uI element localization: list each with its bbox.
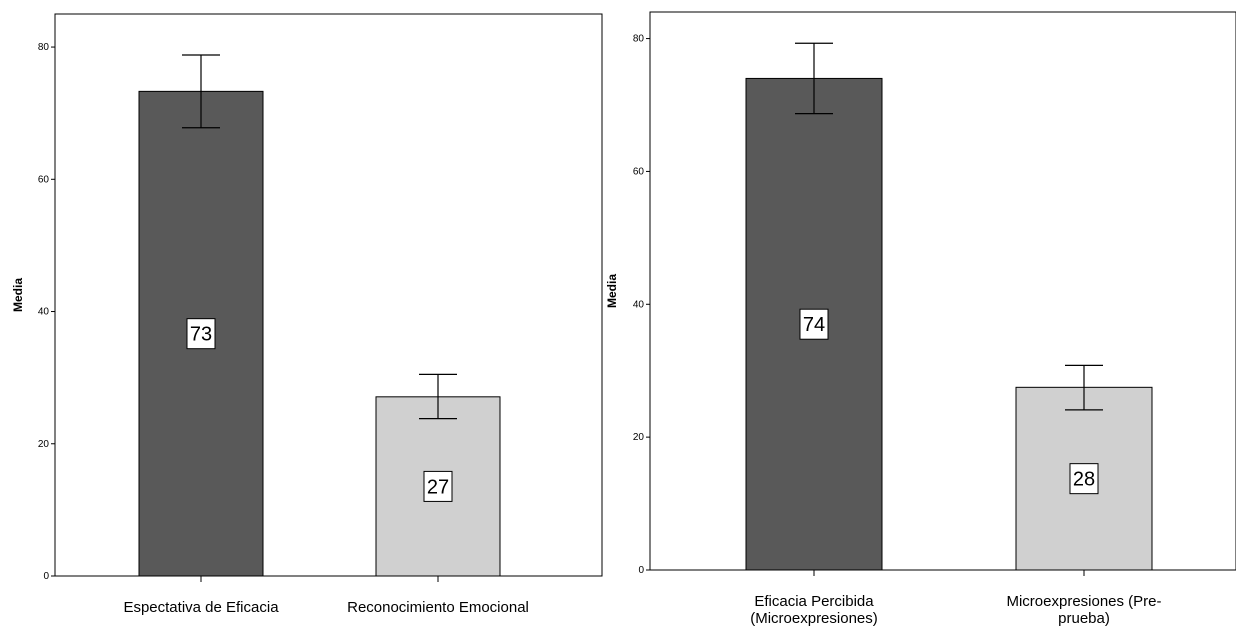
y-axis-label: Media <box>605 274 619 308</box>
plot-frame <box>649 11 1236 571</box>
chart-2: 0 20 40 60 80 Media 74 Eficacia Percibida(Micro… <box>605 11 1236 627</box>
x-tick-label: Reconocimiento Emocional <box>347 599 529 616</box>
y-tick-label: 20 <box>38 439 50 450</box>
data-label-box <box>799 308 829 340</box>
y-tick-label: 40 <box>633 299 645 310</box>
data-label-box <box>186 318 216 350</box>
data-label: 73 <box>190 324 212 346</box>
x-tick-label: Espectativa de Eficacia <box>123 599 279 616</box>
data-label: 28 <box>1073 469 1095 491</box>
x-tick-label: prueba) <box>1058 610 1110 627</box>
data-label-box <box>423 470 453 502</box>
x-tick-label: Eficacia Percibida <box>754 593 874 610</box>
y-tick-label: 40 <box>38 307 50 318</box>
x-tick-label: (Microexpresiones) <box>750 610 878 627</box>
data-label: 74 <box>803 314 825 336</box>
y-tick-label: 0 <box>638 565 644 576</box>
x-tick-label: Microexpresiones (Pre- <box>1006 593 1161 610</box>
y-tick-label: 80 <box>633 34 645 45</box>
y-axis-label: Media <box>11 278 25 312</box>
y-tick-label: 80 <box>38 42 50 53</box>
y-tick-label: 20 <box>633 432 645 443</box>
y-tick-label: 60 <box>38 174 50 185</box>
chart-1: 0 20 40 60 80 Media 73 Espectativa de Eficacia 2… <box>11 13 603 616</box>
plot-frame <box>54 13 603 577</box>
y-tick-label: 0 <box>43 571 49 582</box>
data-label: 27 <box>427 476 449 498</box>
data-label-box <box>1069 463 1099 495</box>
y-tick-label: 60 <box>633 166 645 177</box>
